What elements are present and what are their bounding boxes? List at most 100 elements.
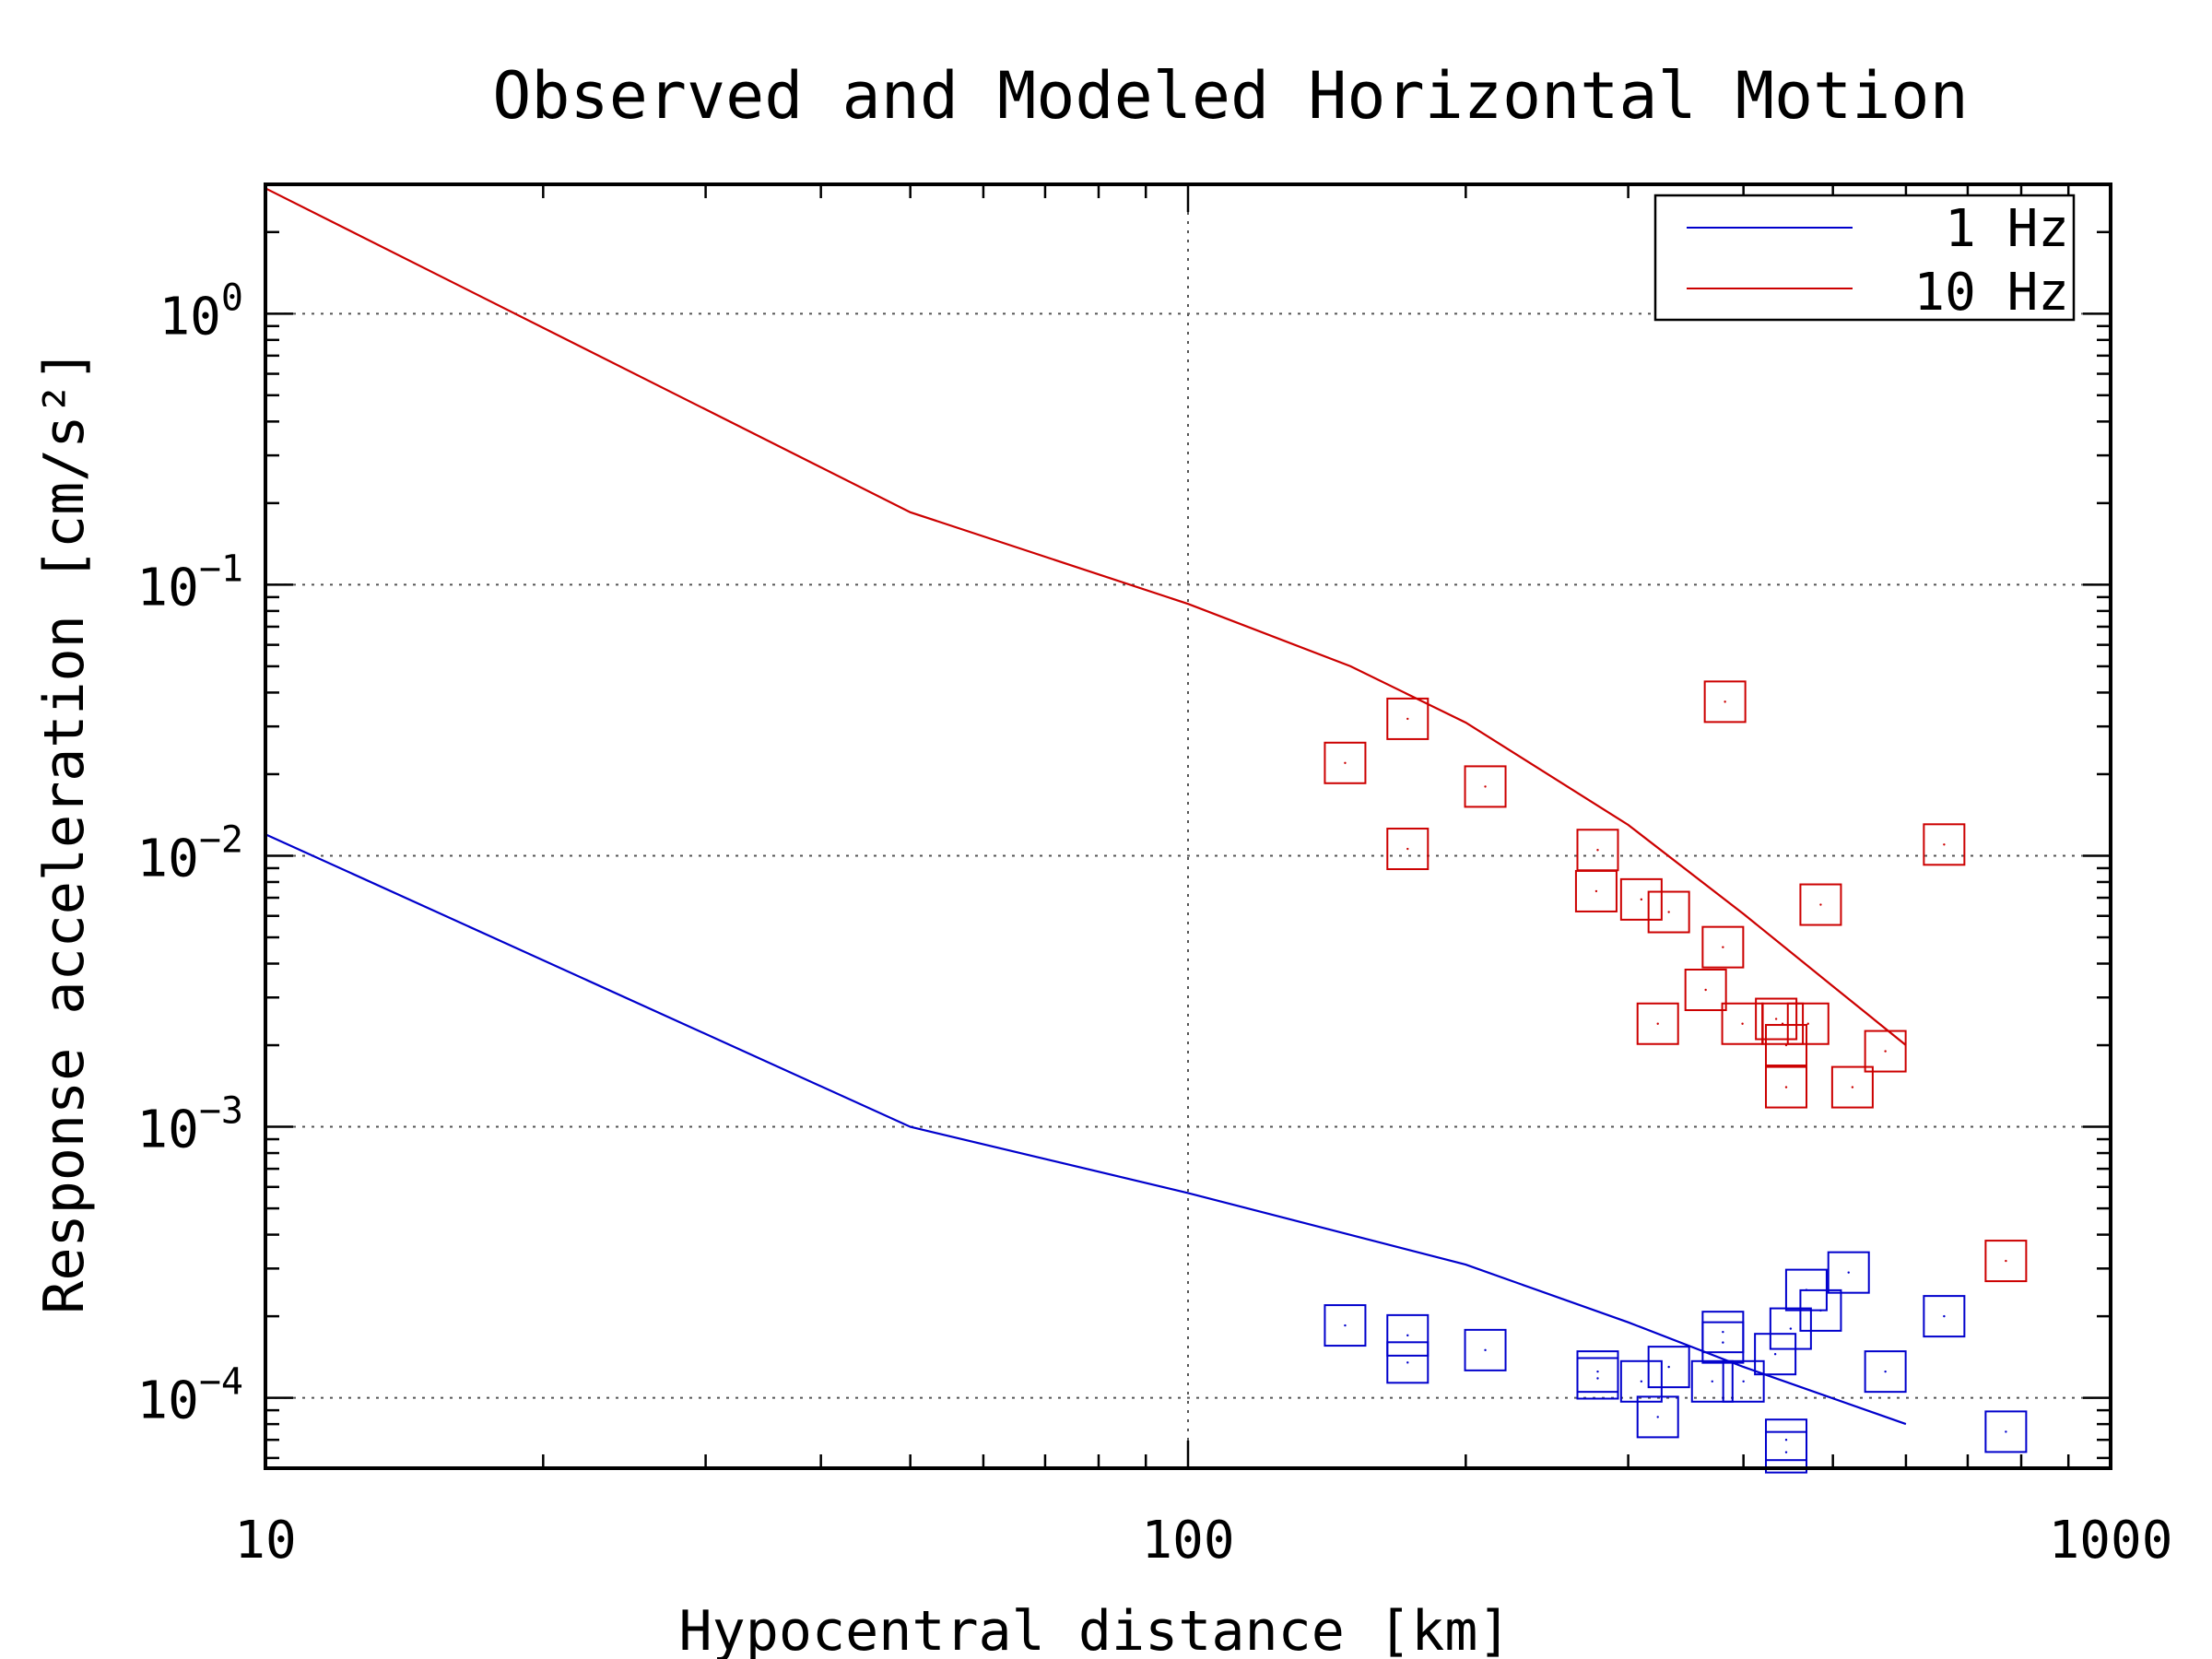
observed-point-red-center (1596, 849, 1599, 852)
observed-point-red-center (1406, 717, 1409, 721)
observed-point-red-center (1819, 903, 1822, 906)
observed-point-blue (1827, 1251, 1870, 1294)
observed-point-red (1386, 828, 1430, 871)
observed-point-blue-center (1722, 1341, 1724, 1344)
observed-point-blue-center (1596, 1377, 1599, 1380)
observed-point-blue-center (1711, 1380, 1713, 1382)
observed-point-blue (1324, 1304, 1367, 1347)
observed-point-red (1755, 997, 1798, 1041)
observed-point-red (1619, 877, 1663, 921)
observed-point-red-center (1594, 889, 1598, 893)
observed-point-blue (1754, 1333, 1797, 1376)
observed-point-blue-center (1406, 1334, 1409, 1337)
y-tick-label: 100 (159, 276, 243, 347)
observed-point-red-center (1784, 1086, 1788, 1088)
observed-point-blue-center (1773, 1352, 1777, 1356)
observed-point-blue-center (1847, 1271, 1850, 1274)
observed-point-red (1701, 925, 1745, 969)
observed-point-red (1765, 1024, 1808, 1067)
observed-point-blue (1576, 1357, 1619, 1400)
observed-point-red (1636, 1002, 1679, 1045)
observed-point-red-center (1344, 761, 1347, 764)
legend: 1 Hz 10 Hz (1653, 194, 2076, 323)
observed-point-red-center (1943, 843, 1946, 846)
observed-point-red (1923, 823, 1966, 866)
x-tick-label: 1000 (2049, 1511, 2173, 1571)
observed-point-blue (1636, 1395, 1679, 1439)
x-tick-label: 100 (1141, 1511, 1234, 1571)
observed-point-blue-center (1667, 1365, 1670, 1369)
observed-point-red (1324, 741, 1367, 784)
observed-point-red (1464, 765, 1507, 808)
grid (265, 184, 2111, 1468)
legend-label-1hz: 1 Hz (1945, 199, 2069, 259)
observed-point-red-center (1741, 1022, 1744, 1025)
observed-point-red (1830, 1065, 1874, 1109)
observed-point-red (1984, 1240, 2028, 1283)
observed-point-blue-center (1884, 1370, 1887, 1373)
observed-point-blue-center (1722, 1330, 1724, 1334)
legend-label-10hz: 10 Hz (1913, 263, 2069, 323)
observed-point-blue (1799, 1288, 1842, 1332)
observed-point-blue (1690, 1359, 1734, 1403)
observed-point-blue-center (1640, 1380, 1643, 1382)
observed-point-blue (1765, 1430, 1808, 1474)
observed-point-red-center (1884, 1050, 1887, 1053)
observed-point-blue-center (1596, 1370, 1599, 1373)
x-axis-label: Hypocentral distance [km] (678, 1599, 1511, 1659)
observed-point-blue (1386, 1313, 1430, 1357)
observed-point-blue-center (1819, 1309, 1822, 1312)
observed-point-blue-center (1406, 1361, 1409, 1364)
y-tick-label: 10−2 (136, 818, 243, 888)
observed-point-red (1799, 883, 1842, 926)
y-tick-label: 10−1 (136, 547, 243, 618)
observed-point-red-center (1851, 1086, 1854, 1088)
chart-title: Observed and Modeled Horizontal Motion (492, 58, 1968, 134)
observed-point-blue-center (2005, 1430, 2007, 1433)
observed-point-blue (1923, 1295, 1966, 1338)
observed-point-red-center (1724, 700, 1726, 703)
y-tick-label: 10−3 (136, 1090, 243, 1160)
observed-point-blue (1464, 1328, 1507, 1371)
observed-point-blue (1647, 1346, 1690, 1389)
observed-point-blue (1386, 1341, 1430, 1384)
observed-point-blue-center (1656, 1416, 1659, 1418)
observed-point-blue-center (1484, 1348, 1487, 1352)
axis-ticks: 10 100 1000 100 10−1 10−2 10−3 10−4 (136, 182, 2173, 1571)
observed-point-red-center (1640, 898, 1643, 901)
series-line-10hz (265, 187, 1907, 1046)
x-tick-label: 10 (234, 1511, 296, 1571)
observed-point-blue-center (1784, 1438, 1788, 1441)
plot-area (265, 187, 2028, 1474)
observed-point-red (1786, 1002, 1830, 1045)
observed-point-red-center (1406, 847, 1409, 851)
y-axis-label: Response acceleration [cm/s²] (32, 348, 97, 1314)
observed-point-red-center (1722, 946, 1724, 948)
observed-point-blue-center (1943, 1314, 1946, 1318)
observed-point-red (1761, 1002, 1805, 1045)
observed-point-red-center (1806, 1022, 1809, 1025)
observed-point-blue-center (1789, 1327, 1793, 1330)
observed-point-blue (1864, 1350, 1907, 1394)
observed-point-red-center (1704, 988, 1707, 992)
observed-point-blue-center (1742, 1380, 1745, 1382)
observed-point-red (1574, 869, 1618, 912)
observed-point-blue-center (1784, 1451, 1788, 1453)
series-line-1hz (265, 833, 1907, 1426)
observed-point-blue-center (1344, 1324, 1347, 1327)
observed-point-red (1864, 1030, 1907, 1073)
observed-point-red-center (1667, 911, 1670, 913)
observed-point-red (1703, 680, 1747, 724)
observed-point-red (1765, 1065, 1808, 1109)
observed-point-red-center (2005, 1259, 2007, 1263)
observed-point-red-center (1656, 1022, 1659, 1025)
observed-point-red (1684, 969, 1727, 1012)
legend-box (1653, 194, 2076, 322)
observed-point-red-center (1774, 1018, 1778, 1020)
observed-point-red-center (1784, 1043, 1788, 1047)
observed-point-blue (1769, 1307, 1812, 1350)
observed-point-red-center (1484, 785, 1487, 788)
observed-point-blue (1619, 1359, 1663, 1403)
plot-frame (264, 182, 2112, 1470)
